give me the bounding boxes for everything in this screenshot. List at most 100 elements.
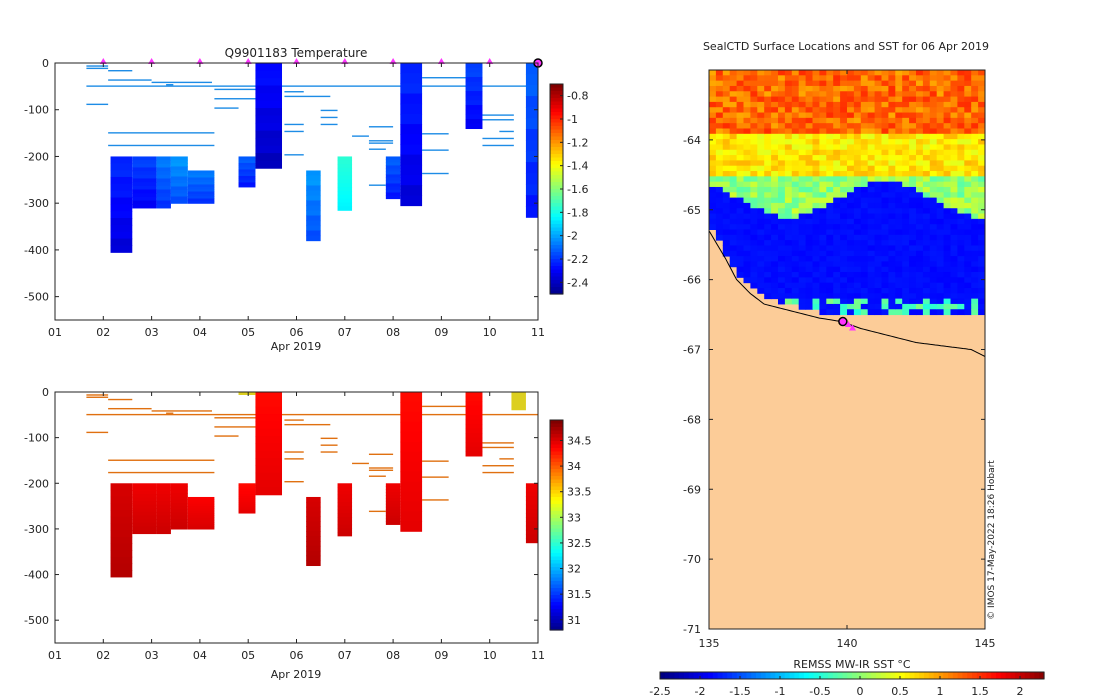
- sst-cell: [881, 176, 889, 183]
- sst-cell: [902, 144, 910, 151]
- profile-band: [187, 517, 215, 521]
- sst-cell: [957, 261, 965, 268]
- sst-cell: [867, 266, 876, 273]
- sst-cell: [715, 85, 724, 92]
- sst-cell: [736, 240, 744, 246]
- profile-band: [400, 103, 423, 115]
- profile-band: [156, 204, 171, 209]
- sst-cell: [847, 287, 855, 294]
- sst-cell: [888, 240, 896, 246]
- colorbar-segment: [550, 126, 563, 131]
- sst-cell: [964, 213, 972, 220]
- sst-cell: [881, 250, 889, 257]
- sst-cell: [867, 208, 876, 215]
- sst-cell: [922, 181, 931, 188]
- sst-cell: [764, 101, 772, 108]
- sst-cell: [847, 266, 855, 273]
- sst-cell: [971, 293, 979, 300]
- sst-cell: [936, 155, 945, 161]
- sst-cell: [784, 70, 793, 76]
- sst-cell: [950, 303, 958, 310]
- sst-cell: [874, 261, 882, 268]
- colorbar-segment: [550, 112, 563, 117]
- y-tick-label: -69: [683, 483, 701, 496]
- sst-cell: [764, 85, 772, 92]
- profile-band: [110, 204, 133, 212]
- sst-cell: [943, 107, 951, 114]
- sst-cell: [936, 303, 945, 310]
- sst-cell: [715, 165, 724, 172]
- sst-cell: [840, 144, 848, 151]
- sst-cell: [764, 213, 772, 220]
- x-tick-label: 02: [96, 649, 110, 662]
- profile-band: [187, 198, 215, 202]
- sst-cell: [936, 139, 945, 145]
- profile-band: [465, 119, 483, 125]
- sst-cell: [826, 128, 834, 135]
- sst-cell: [826, 91, 834, 98]
- sst-cell: [805, 176, 813, 183]
- profile-band: [337, 190, 353, 196]
- sst-cell: [950, 287, 958, 294]
- sst-cell: [867, 128, 876, 135]
- sst-cell: [867, 256, 876, 262]
- sst-cell: [791, 85, 800, 92]
- sst-cell: [978, 272, 986, 278]
- colorbar-segment: [550, 619, 563, 624]
- colorbar-segment: [550, 493, 563, 498]
- profile-band: [110, 231, 133, 240]
- sst-cell: [729, 234, 738, 241]
- sst-cell: [943, 133, 951, 140]
- sst-cell: [819, 229, 827, 236]
- sst-cell: [833, 80, 841, 87]
- sst-cell: [791, 272, 800, 278]
- profile-band: [238, 162, 256, 166]
- sst-cell: [778, 186, 786, 193]
- sst-cell: [867, 85, 876, 92]
- sst-cell: [922, 298, 931, 305]
- colorbar-tick-label: 1.5: [971, 685, 989, 698]
- sst-cell: [957, 149, 965, 156]
- sst-cell: [957, 240, 965, 246]
- colorbar-segment: [808, 672, 815, 679]
- sst-cell: [853, 224, 862, 230]
- sst-cell: [950, 117, 958, 124]
- sst-cell: [812, 250, 820, 257]
- sst-cell: [895, 303, 903, 310]
- sst-cell: [805, 80, 813, 87]
- sst-cell: [778, 171, 786, 177]
- sst-cell: [860, 181, 869, 188]
- sst-cell: [771, 101, 779, 108]
- profile-band: [337, 167, 353, 173]
- sst-cell: [922, 213, 931, 220]
- shallow-dive-line: [284, 130, 304, 133]
- sst-cell: [853, 218, 862, 225]
- sst-cell: [764, 91, 772, 98]
- sst-cell: [916, 261, 924, 268]
- colorbar-segment: [1024, 672, 1031, 679]
- sst-cell: [929, 245, 938, 252]
- sst-cell: [743, 224, 751, 230]
- sst-cell: [853, 287, 862, 294]
- sst-cell: [812, 282, 820, 289]
- sst-cell: [826, 165, 834, 172]
- sst-cell: [771, 282, 779, 289]
- sst-cell: [798, 197, 807, 204]
- sst-cell: [757, 139, 765, 145]
- sst-cell: [964, 303, 972, 310]
- sst-cell: [895, 186, 903, 193]
- profile-band: [385, 506, 401, 511]
- sst-cell: [709, 155, 717, 161]
- sst-cell: [833, 266, 841, 273]
- sst-cell: [722, 181, 731, 188]
- sst-cell: [778, 107, 786, 114]
- sst-cell: [888, 224, 896, 230]
- colorbar-segment: [842, 672, 848, 679]
- colorbar-segment: [550, 567, 563, 572]
- profile-band: [238, 502, 256, 506]
- sst-cell: [950, 171, 958, 177]
- sst-cell: [978, 250, 986, 257]
- sst-cell: [943, 176, 951, 183]
- sst-cell: [881, 303, 889, 310]
- sst-cell: [957, 155, 965, 161]
